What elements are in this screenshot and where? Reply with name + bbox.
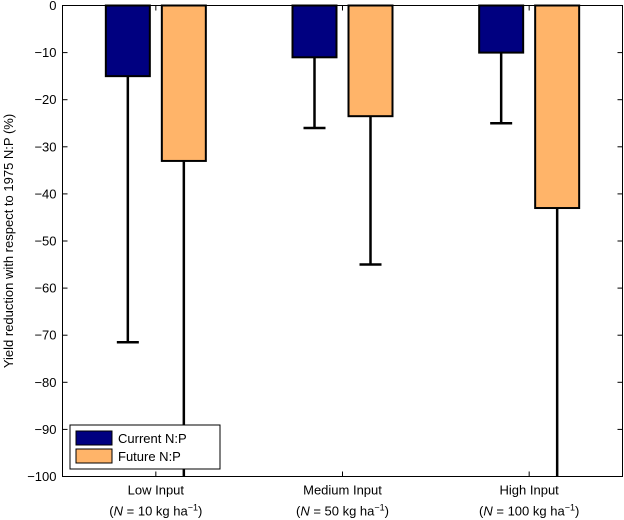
x-category-sublabel: (N = 10 kg ha−1): [109, 503, 202, 519]
y-tick-label: −70: [34, 328, 56, 343]
bar: [291, 4, 338, 59]
y-tick-label: −10: [34, 45, 56, 60]
y-tick-label: 0: [49, 0, 56, 13]
bar: [160, 4, 207, 162]
y-axis-label: Yield reduction with respect to 1975 N:P…: [1, 114, 16, 368]
y-tick-label: −30: [34, 139, 56, 154]
y-tick-label: −40: [34, 186, 56, 201]
y-tick-label: −20: [34, 92, 56, 107]
y-tick-label: −50: [34, 234, 56, 249]
y-tick-label: −60: [34, 281, 56, 296]
legend: Current N:P Future N:P: [69, 424, 221, 470]
bar: [347, 4, 394, 118]
x-category-sublabel: (N = 50 kg ha−1): [296, 503, 389, 519]
x-category-label: High Input: [500, 483, 560, 498]
x-category-label: Medium Input: [303, 483, 382, 498]
legend-swatch: [75, 430, 113, 446]
legend-swatch: [75, 448, 113, 464]
y-tick-label: −100: [27, 469, 56, 484]
x-category-sublabel: (N = 100 kg ha−1): [479, 503, 579, 519]
y-tick-label: −80: [34, 375, 56, 390]
x-category-label: Low Input: [128, 483, 185, 498]
legend-entry: Future N:P: [118, 449, 181, 464]
bar: [478, 4, 525, 54]
bar: [104, 4, 151, 78]
y-tick-label: −90: [34, 422, 56, 437]
legend-entry: Current N:P: [118, 431, 187, 446]
bar: [534, 4, 581, 210]
